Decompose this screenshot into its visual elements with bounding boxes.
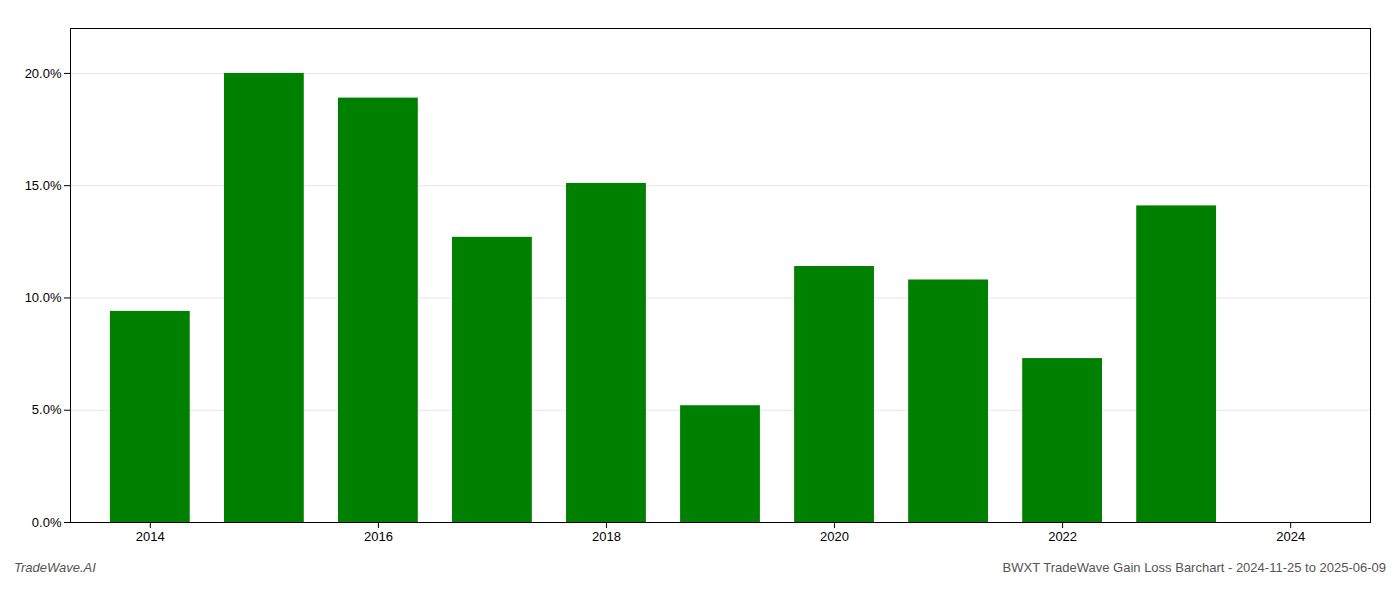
svg-text:2024: 2024 [1276, 529, 1305, 544]
svg-text:10.0%: 10.0% [25, 290, 62, 305]
svg-text:15.0%: 15.0% [25, 178, 62, 193]
svg-text:2020: 2020 [820, 529, 849, 544]
svg-text:2022: 2022 [1048, 529, 1077, 544]
svg-text:2016: 2016 [364, 529, 393, 544]
svg-text:0.0%: 0.0% [32, 515, 62, 530]
svg-text:2014: 2014 [136, 529, 165, 544]
svg-text:2018: 2018 [592, 529, 621, 544]
html-text:TradeWave.AI: TradeWave.AI [14, 560, 96, 575]
svg-text:5.0%: 5.0% [32, 402, 62, 417]
html-text:BWXT TradeWave Gain Loss Barch: BWXT TradeWave Gain Loss Barchart - 2024… [1002, 560, 1386, 575]
svg-text:20.0%: 20.0% [25, 66, 62, 81]
